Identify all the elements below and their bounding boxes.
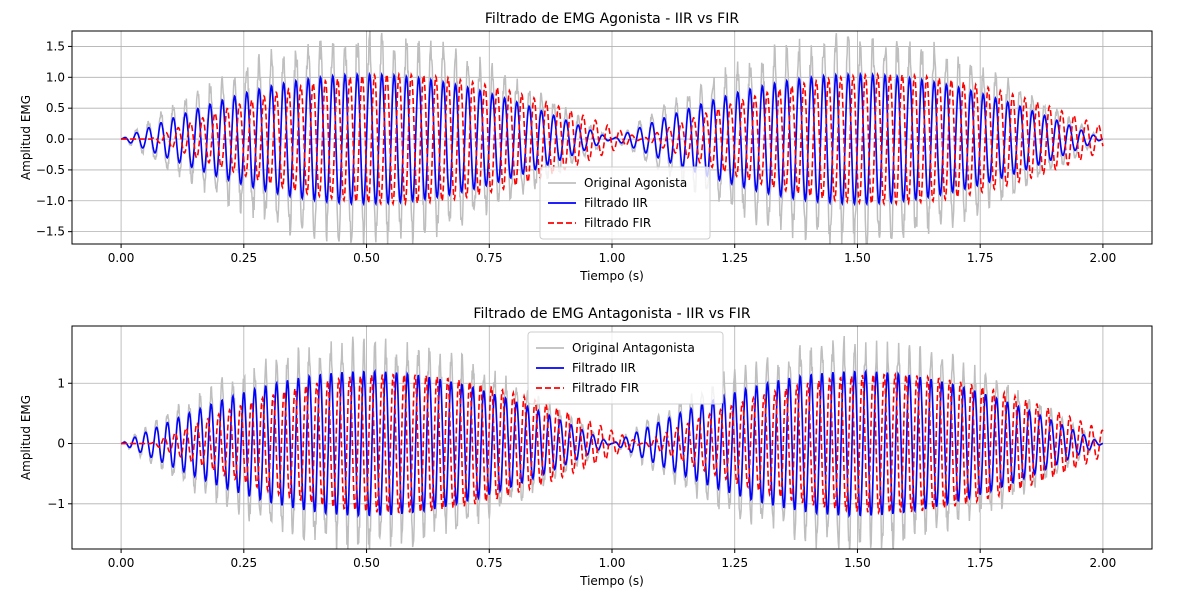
y-axis-label: Amplitud EMG — [19, 95, 33, 180]
legend: Original Antagonista Filtrado IIR Filtra… — [527, 331, 724, 405]
x-tick-label: 1.00 — [599, 251, 626, 265]
series-line — [120, 368, 1104, 519]
y-tick-label: −1.0 — [36, 194, 65, 208]
chart-title: Filtrado de EMG Antagonista - IIR vs FIR — [473, 306, 750, 322]
y-tick-label: 1 — [57, 376, 65, 390]
x-tick-label: 0.50 — [353, 251, 380, 265]
legend-label: Filtrado IIR — [584, 196, 648, 210]
y-tick-label: 0.5 — [46, 101, 65, 115]
x-tick-label: 2.00 — [1090, 556, 1117, 570]
x-tick-label: 0.00 — [108, 251, 135, 265]
legend-label: Original Antagonista — [572, 341, 695, 355]
x-tick-label: 2.00 — [1090, 251, 1117, 265]
legend-label: Filtrado FIR — [584, 216, 651, 230]
chart-title: Filtrado de EMG Agonista - IIR vs FIR — [485, 11, 739, 27]
x-tick-label: 0.75 — [476, 251, 503, 265]
legend-item: Filtrado IIR — [536, 361, 636, 375]
series-line — [121, 71, 1104, 207]
x-tick-label: 1.50 — [844, 251, 871, 265]
legend-item: Filtrado FIR — [548, 216, 651, 230]
y-tick-label: −1 — [47, 497, 65, 511]
legend-label: Filtrado FIR — [572, 381, 639, 395]
x-tick-label: 0.25 — [230, 251, 257, 265]
series-line — [121, 71, 1103, 207]
y-tick-label: 0 — [57, 437, 65, 451]
x-axis-label: Tiempo (s) — [579, 574, 644, 588]
legend-item: Original Antagonista — [536, 341, 695, 355]
legend-item: Filtrado FIR — [536, 381, 639, 395]
x-tick-label: 0.25 — [230, 556, 257, 570]
legend: Original Agonista Filtrado IIR Filtrado … — [539, 166, 711, 240]
y-tick-label: 1.0 — [46, 70, 65, 84]
x-axis-label: Tiempo (s) — [579, 269, 644, 283]
y-tick-label: −1.5 — [36, 225, 65, 239]
ticks: 0.00 0.25 0.50 0.75 1.00 1.25 1.50 1.75 2.00 −1.5… — [36, 39, 1116, 265]
legend-item: Original Agonista — [548, 176, 687, 190]
legend-label: Original Agonista — [584, 176, 687, 190]
panel-antagonista: 0.00 0.25 0.50 0.75 1.00 1.25 1.50 1.75 2.00 −1 0 1… — [19, 306, 1153, 588]
y-tick-label: 1.5 — [46, 39, 65, 53]
x-tick-label: 1.75 — [967, 556, 994, 570]
legend-item: Filtrado IIR — [548, 196, 648, 210]
legend-box — [527, 331, 724, 405]
x-tick-label: 0.00 — [108, 556, 135, 570]
x-tick-label: 0.75 — [476, 556, 503, 570]
panel-agonista: 0.00 0.25 0.50 0.75 1.00 1.25 1.50 1.75 2.00 −1.5… — [19, 11, 1153, 283]
series-layer — [121, 31, 1104, 244]
series-line — [121, 371, 1104, 516]
y-tick-label: −0.5 — [36, 163, 65, 177]
x-tick-label: 1.75 — [967, 251, 994, 265]
y-axis-label: Amplitud EMG — [19, 395, 33, 480]
legend-label: Filtrado IIR — [572, 361, 636, 375]
x-tick-label: 1.00 — [599, 556, 626, 570]
series-layer — [120, 335, 1104, 549]
x-tick-label: 1.50 — [844, 556, 871, 570]
x-tick-label: 0.50 — [353, 556, 380, 570]
x-tick-label: 1.25 — [721, 251, 748, 265]
x-tick-label: 1.25 — [721, 556, 748, 570]
ticks: 0.00 0.25 0.50 0.75 1.00 1.25 1.50 1.75 2.00 −1 0 1 — [47, 376, 1116, 570]
y-tick-label: 0.0 — [46, 132, 65, 146]
legend-box — [539, 166, 711, 240]
